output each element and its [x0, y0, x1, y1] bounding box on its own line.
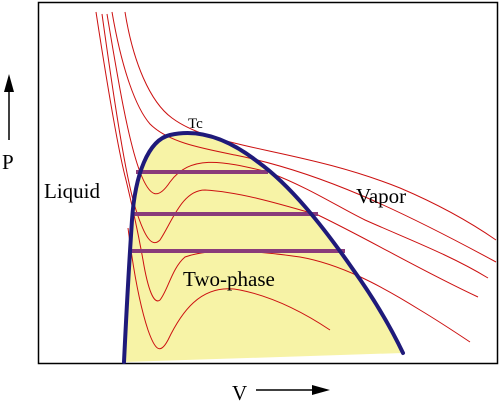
- isotherm-1: [106, 13, 489, 279]
- liquid-label: Liquid: [44, 179, 100, 203]
- isotherm-2: [101, 13, 479, 298]
- arrow-right-icon: [256, 385, 330, 395]
- critical-point-label: Tc: [188, 116, 203, 132]
- coexistence-curve: [122, 131, 405, 364]
- isotherm-3: [95, 11, 471, 343]
- vapor-label: Vapor: [356, 184, 406, 208]
- tie-lines: [130, 170, 345, 253]
- isotherm-supercritical: [124, 11, 497, 241]
- isotherms: [95, 11, 497, 350]
- isotherm-critical: [111, 11, 497, 263]
- pressure-axis-label: P: [2, 150, 14, 174]
- isotherm-4: [127, 227, 331, 350]
- arrow-up-icon: [4, 74, 14, 140]
- plot-frame: [37, 1, 499, 365]
- two-phase-region: [125, 133, 403, 362]
- two-phase-label: Two-phase: [183, 267, 275, 291]
- volume-axis-label: V: [232, 381, 247, 402]
